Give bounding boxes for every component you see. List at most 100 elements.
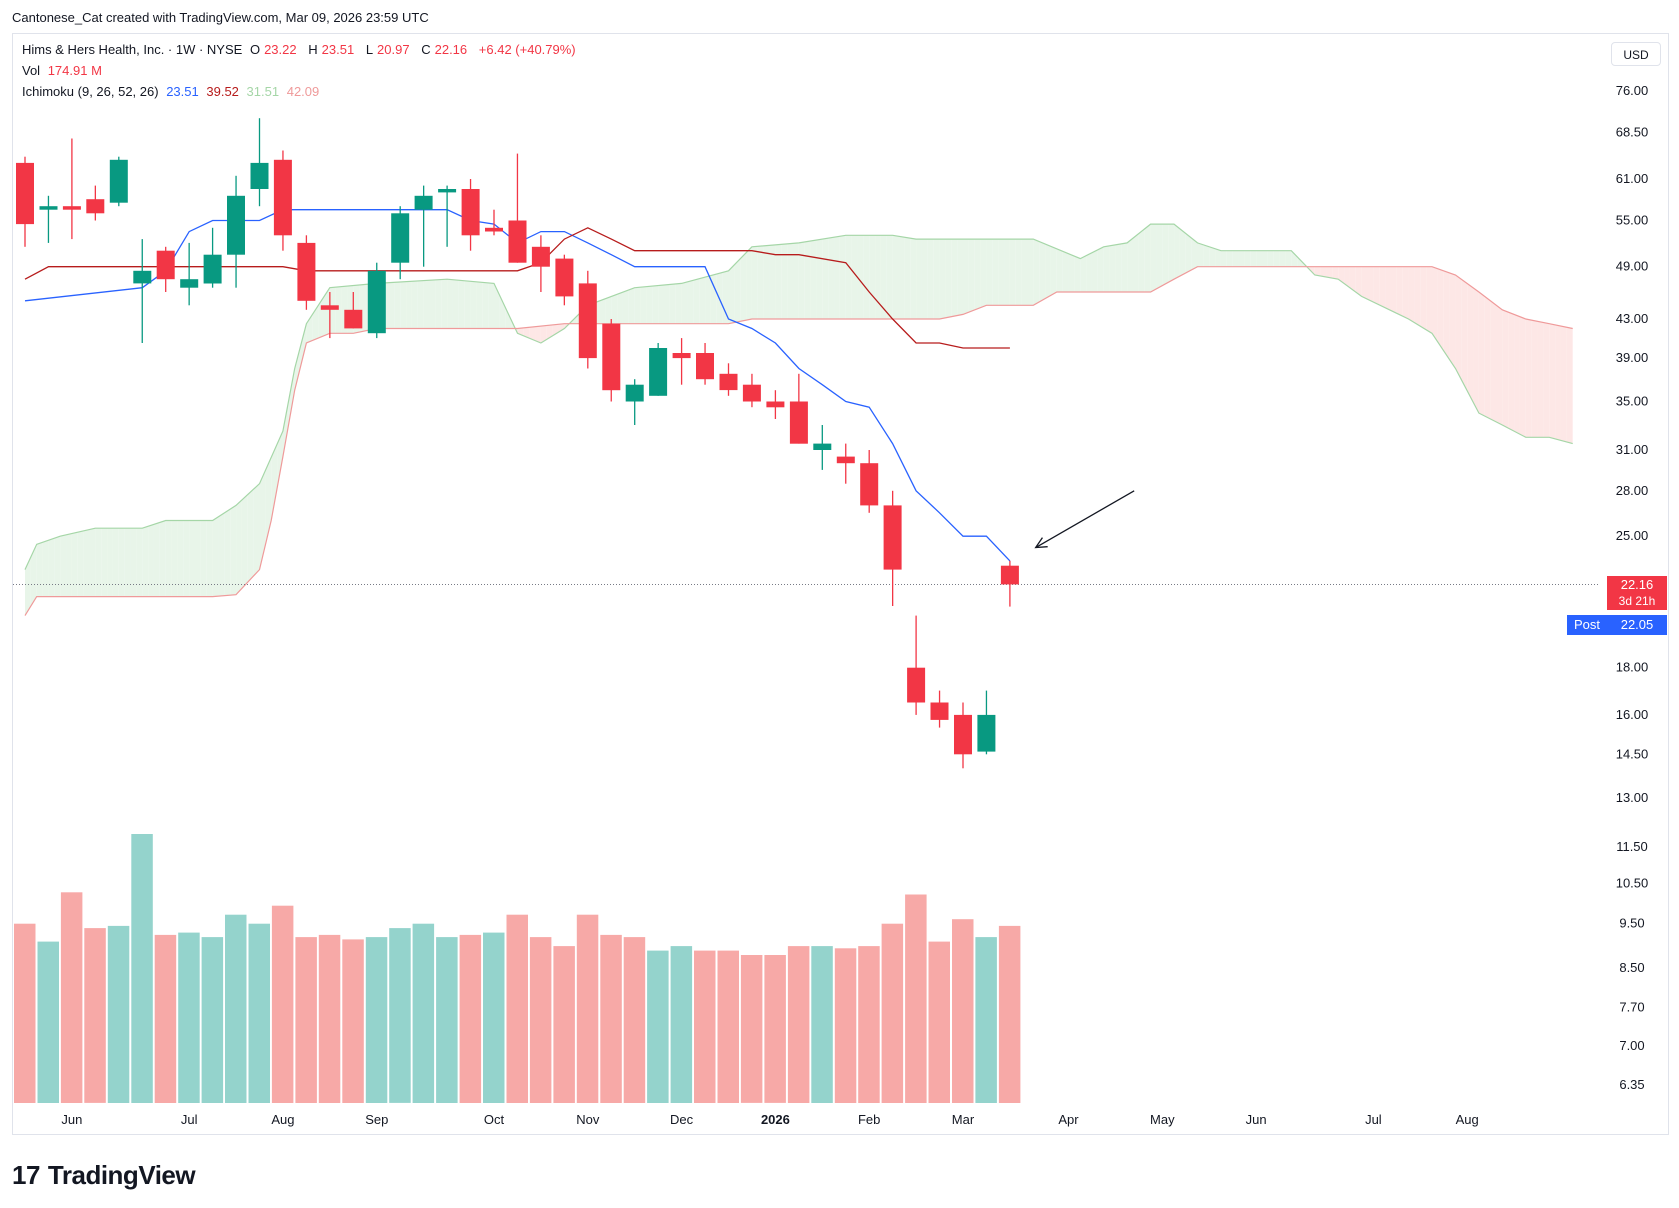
volume-bar: [670, 946, 693, 1103]
cloud-segment: [640, 286, 647, 324]
volume-bar: [295, 937, 317, 1103]
cloud-segment: [318, 296, 324, 339]
volume-bar: [787, 946, 810, 1103]
annotation-arrow: [1034, 490, 1135, 549]
candle-body: [227, 195, 245, 255]
candle-body: [836, 456, 855, 464]
cloud-segment: [1226, 250, 1233, 267]
y-tick-label: 68.50: [1616, 125, 1649, 140]
y-tick-label: 35.00: [1616, 394, 1649, 409]
cloud-segment: [195, 520, 201, 597]
volume-bar: [201, 937, 224, 1103]
cloud-segment: [1519, 316, 1526, 438]
y-tick-label: 9.50: [1619, 916, 1644, 931]
cloud-segment: [130, 528, 137, 597]
x-tick-label: Mar: [952, 1112, 975, 1127]
candle-body: [86, 199, 105, 214]
cloud-segment: [83, 529, 90, 597]
volume-bar: [131, 834, 153, 1103]
cloud-segment: [470, 281, 477, 329]
cloud-segment: [1326, 266, 1333, 279]
cloud-segment: [476, 281, 483, 329]
volume-bar: [459, 934, 482, 1103]
cloud-segment: [1086, 252, 1092, 293]
post-label: Post: [1567, 615, 1607, 635]
cloud-segment: [60, 534, 67, 597]
candle-body: [555, 258, 574, 297]
cloud-segment: [699, 277, 706, 324]
cloud-segment: [241, 494, 248, 589]
candle-series: [16, 118, 1019, 769]
volume-bar: [342, 939, 364, 1103]
cloud-segment: [933, 239, 940, 320]
cloud-segment: [206, 520, 213, 597]
candle-body: [344, 309, 363, 329]
volume-bar: [412, 923, 435, 1103]
cloud-segment: [664, 284, 670, 324]
candle-body: [62, 206, 81, 210]
cloud-segment: [1484, 296, 1491, 419]
cloud-segment: [159, 520, 166, 597]
volume-bar: [811, 946, 833, 1103]
cloud-segment: [1537, 321, 1544, 438]
y-tick-label: 43.00: [1616, 311, 1649, 326]
candle: [766, 390, 785, 419]
cloud-segment: [828, 237, 835, 320]
legend-vol-label: Vol: [22, 63, 41, 78]
cloud-segment: [845, 235, 852, 320]
cloud-segment: [1297, 256, 1304, 267]
cloud-segment: [77, 530, 84, 597]
volume-bar: [834, 948, 857, 1103]
cloud-segment: [963, 239, 969, 315]
legend-change: +6.42 (+40.79%): [478, 42, 576, 57]
candle: [203, 227, 222, 288]
cloud-segment: [423, 280, 430, 329]
y-tick-label: 7.70: [1619, 1000, 1644, 1015]
cloud-segment: [1320, 266, 1327, 278]
candle: [438, 185, 457, 247]
y-tick-label: 10.50: [1616, 876, 1649, 891]
volume-bar: [506, 914, 528, 1103]
cloud-segment: [411, 280, 418, 329]
volume-bar: [248, 923, 270, 1103]
volume-bar: [881, 923, 904, 1103]
cloud-segment: [464, 280, 471, 329]
tradingview-wordmark: TradingView: [47, 1160, 196, 1190]
cloud-segment: [1127, 238, 1134, 293]
cloud-segment: [441, 279, 448, 329]
cloud-segment: [1344, 266, 1350, 288]
cloud-segment: [1045, 243, 1051, 299]
y-tick-label: 11.50: [1616, 839, 1648, 854]
volume-bar: [107, 925, 130, 1103]
volume-bar: [389, 928, 411, 1103]
cloud-segment: [259, 469, 266, 570]
volume-bar: [553, 946, 575, 1103]
x-tick-label: Nov: [576, 1112, 600, 1127]
cloud-segment: [1408, 266, 1415, 323]
candle-body: [297, 242, 316, 301]
cloud-segment: [218, 512, 225, 597]
y-tick-label: 16.00: [1616, 707, 1649, 722]
cloud-segment: [54, 536, 61, 597]
candle-body: [883, 505, 902, 570]
candle-body: [719, 373, 738, 391]
ichimoku-kijun-line: [24, 227, 1010, 349]
volume-bar: [178, 932, 200, 1103]
tradingview-brand[interactable]: 17 TradingView: [12, 1160, 196, 1191]
cloud-segment: [253, 483, 260, 576]
candle-body: [930, 702, 949, 720]
cloud-segment: [1461, 279, 1468, 391]
cloud-segment: [142, 526, 149, 597]
cloud-segment: [1355, 266, 1362, 297]
candle: [320, 292, 339, 339]
cloud-segment: [499, 295, 506, 329]
currency-button[interactable]: USD: [1611, 42, 1661, 66]
volume-bar: [318, 934, 341, 1103]
cloud-segment: [1244, 250, 1251, 267]
cloud-segment: [1203, 244, 1210, 267]
cloud-segment: [1261, 250, 1268, 267]
cloud-segment: [288, 368, 295, 422]
candle: [719, 363, 738, 396]
cloud-segment: [968, 239, 975, 313]
